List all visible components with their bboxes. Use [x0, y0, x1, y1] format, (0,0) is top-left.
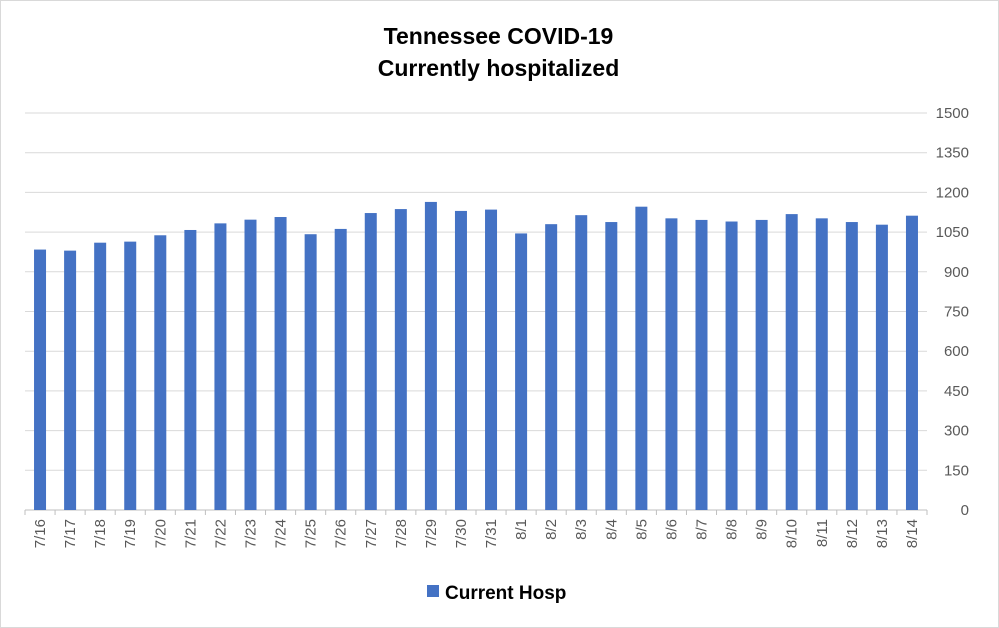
y-tick-label: 600: [944, 343, 969, 360]
bar-series: [34, 201, 918, 511]
x-tick-label: 8/12: [844, 519, 861, 548]
x-tick-label: 7/22: [212, 519, 229, 548]
bar-7-30: [454, 210, 467, 510]
x-tick-label: 7/30: [453, 519, 470, 548]
y-tick-label: 750: [944, 304, 969, 321]
bar-8-13: [875, 224, 888, 510]
x-tick-label: 7/28: [393, 519, 410, 548]
bar-7-25: [304, 234, 317, 510]
x-tick-label: 7/23: [243, 519, 260, 548]
x-tick-label: 7/27: [363, 519, 380, 548]
y-tick-label: 1350: [936, 145, 969, 162]
bar-8-9: [755, 219, 768, 510]
x-tick-label: 7/24: [273, 519, 290, 548]
bar-7-18: [94, 242, 107, 511]
bar-7-28: [394, 209, 407, 510]
bar-7-22: [214, 223, 227, 510]
bar-8-12: [845, 222, 858, 510]
x-tick-label: 7/26: [333, 519, 350, 548]
y-tick-label: 1500: [936, 105, 969, 122]
bar-8-8: [725, 221, 738, 510]
x-tick-label: 8/1: [513, 519, 530, 540]
x-tick-label: 7/21: [182, 519, 199, 548]
bar-7-23: [244, 219, 257, 511]
bar-8-5: [635, 206, 648, 510]
bar-7-27: [364, 213, 377, 510]
chart-title-block: Tennessee COVID-19 Currently hospitalize…: [0, 20, 997, 84]
chart-subtitle: Currently hospitalized: [377, 55, 620, 81]
bar-8-2: [545, 224, 558, 510]
x-tick-label: 7/25: [303, 519, 320, 548]
y-tick-label: 150: [944, 462, 969, 479]
bar-7-16: [34, 249, 47, 510]
bar-7-29: [424, 201, 437, 511]
x-tick-label: 8/9: [754, 519, 771, 540]
chart-title: Tennessee COVID-19: [383, 23, 614, 49]
x-tick-label: 8/11: [814, 519, 831, 547]
x-tick-label: 8/2: [543, 519, 560, 540]
y-tick-label: 1200: [936, 184, 969, 201]
bar-8-10: [785, 214, 798, 510]
x-tick-label: 8/6: [663, 519, 680, 540]
x-tick-label: 7/17: [62, 519, 79, 548]
bar-7-24: [274, 217, 287, 510]
x-tick-label: 8/5: [633, 519, 650, 540]
x-tick-label: 8/7: [694, 519, 711, 540]
gridlines: [24, 112, 928, 515]
x-tick-label: 7/31: [483, 519, 500, 548]
x-tick-label: 8/10: [784, 519, 801, 548]
y-axis-ticks: 0 150 300 450 600 750 900 1050 1200 1350 1500: [936, 105, 969, 519]
x-tick-label: 7/29: [423, 519, 440, 548]
y-tick-label: 900: [944, 264, 969, 281]
bar-7-26: [334, 228, 347, 510]
y-tick-label: 300: [944, 423, 969, 440]
legend-swatch: [427, 585, 439, 597]
bar-8-6: [665, 218, 678, 510]
x-tick-label: 8/3: [573, 519, 590, 540]
x-tick-label: 7/16: [32, 519, 49, 548]
bar-8-3: [575, 215, 588, 511]
y-tick-label: 450: [944, 383, 969, 400]
x-axis-ticks: 7/16 7/17 7/18 7/19 7/20 7/21 7/22 7/23 7/24 7/25…: [32, 519, 921, 548]
y-tick-label: 1050: [936, 224, 969, 241]
bar-7-20: [154, 235, 167, 510]
bar-7-17: [64, 250, 77, 511]
bar-8-4: [605, 222, 618, 510]
bar-7-21: [184, 229, 197, 510]
bar-7-19: [124, 241, 137, 511]
legend: Current Hosp: [427, 583, 566, 604]
x-tick-label: 8/4: [603, 519, 620, 540]
bar-8-7: [695, 219, 708, 510]
y-tick-label: 0: [961, 502, 969, 519]
bar-8-11: [815, 218, 828, 510]
legend-label: Current Hosp: [445, 583, 566, 604]
bar-8-1: [515, 233, 528, 510]
x-tick-label: 8/8: [724, 519, 741, 540]
x-tick-label: 7/19: [122, 519, 139, 548]
bar-7-31: [485, 209, 498, 510]
x-tick-label: 7/18: [92, 519, 109, 548]
x-tick-label: 7/20: [152, 519, 169, 548]
x-tick-label: 8/14: [904, 519, 921, 548]
bar-8-14: [905, 215, 918, 510]
x-tick-label: 8/13: [874, 519, 891, 548]
